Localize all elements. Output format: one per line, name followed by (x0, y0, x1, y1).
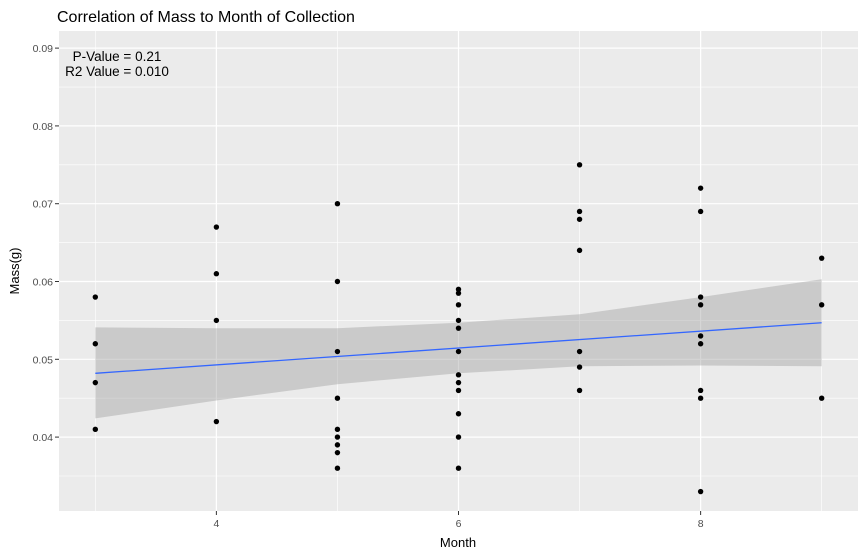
data-point (455, 411, 462, 417)
confidence-band (95, 279, 822, 419)
data-point (213, 224, 220, 230)
data-point (455, 302, 462, 308)
data-point (213, 271, 220, 277)
x-tick-label: 6 (456, 518, 462, 530)
data-point (576, 387, 583, 394)
data-point (213, 317, 220, 324)
data-point (334, 201, 341, 207)
data-point (92, 379, 99, 386)
data-point (576, 162, 583, 168)
data-point (576, 216, 583, 222)
data-point (455, 286, 462, 292)
data-point (576, 208, 583, 215)
data-points (92, 162, 825, 495)
data-point (92, 426, 99, 433)
chart-title: Correlation of Mass to Month of Collecti… (57, 9, 355, 26)
data-point (92, 341, 99, 347)
data-point (334, 395, 341, 401)
data-point (818, 255, 825, 261)
y-tick-label: 0.08 (33, 121, 54, 133)
data-point (576, 247, 583, 254)
data-point (697, 395, 704, 401)
y-tick-label: 0.06 (33, 277, 54, 289)
data-point (455, 290, 462, 296)
x-axis-title: Month (440, 535, 476, 550)
data-point (334, 278, 341, 285)
data-point (213, 418, 220, 425)
data-point (697, 387, 704, 394)
data-point (334, 465, 341, 471)
data-point (818, 302, 825, 308)
data-point (697, 302, 704, 308)
p-value-annotation: P-Value = 0.21 (73, 49, 162, 64)
data-point (697, 488, 704, 495)
data-point (576, 348, 583, 355)
x-tick-label: 8 (698, 518, 704, 530)
data-point (455, 434, 462, 440)
data-point (697, 185, 704, 191)
data-point (92, 294, 99, 300)
y-tick-label: 0.07 (33, 199, 54, 211)
data-point (818, 395, 825, 401)
r2-value-annotation: R2 Value = 0.010 (65, 64, 169, 79)
data-point (455, 325, 462, 331)
data-point (455, 317, 462, 324)
data-point (455, 465, 462, 471)
data-point (334, 426, 341, 433)
y-tick-label: 0.09 (33, 43, 54, 55)
y-tick-label: 0.05 (33, 354, 54, 366)
data-point (455, 379, 462, 386)
data-point (455, 348, 462, 355)
data-point (334, 449, 341, 456)
confidence-band-layer (95, 279, 822, 419)
y-tick-label: 0.04 (33, 432, 54, 444)
data-point (697, 341, 704, 347)
data-point (697, 294, 704, 300)
regression-line-layer (95, 322, 822, 374)
data-point (697, 208, 704, 215)
axis-ticks: 4 6 8 0.04 0.05 0.06 0.07 0.08 0.09 (33, 43, 704, 530)
data-point (697, 333, 704, 339)
data-point (455, 387, 462, 394)
data-point (334, 434, 341, 440)
data-point (334, 348, 341, 355)
y-axis-title: Mass(g) (7, 248, 22, 295)
regression-line (95, 322, 822, 374)
data-point (455, 372, 462, 378)
data-point (334, 442, 341, 448)
x-tick-label: 4 (213, 518, 219, 530)
data-point (576, 364, 583, 370)
